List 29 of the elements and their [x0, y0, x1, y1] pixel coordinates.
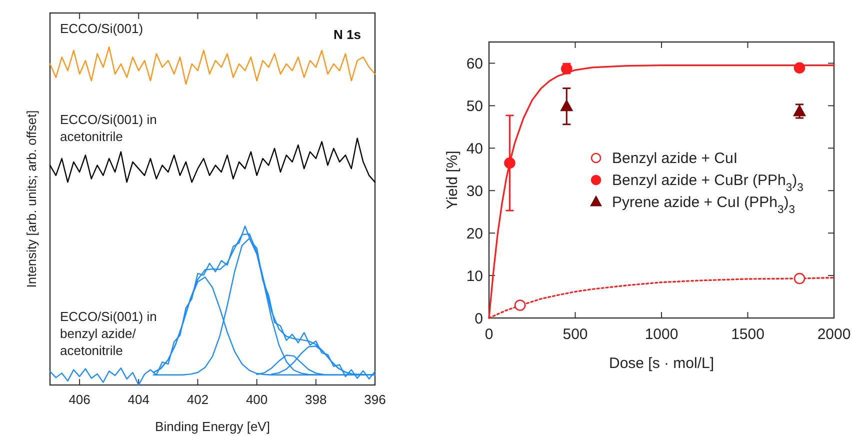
- y-tick-label: 20: [466, 225, 483, 242]
- legend-label: Pyrene azide + CuI (PPh$_{3}$)$_{3}$: [612, 194, 796, 216]
- y-tick-label: 40: [466, 140, 483, 158]
- x-tick-label: 406: [68, 392, 90, 407]
- x-tick-label: 404: [128, 392, 150, 407]
- y-axis-title: Yield [%]: [444, 150, 461, 210]
- y-tick-label: 10: [466, 268, 483, 285]
- series-label: ECCO/Si(001): [60, 21, 144, 36]
- x-tick-label: 398: [305, 392, 327, 407]
- y-tick-label: 60: [466, 55, 483, 72]
- x-tick-label: 1000: [644, 326, 678, 343]
- y-tick-label: 30: [466, 182, 483, 200]
- x-tick-label: 1500: [731, 326, 764, 343]
- x-axis-title: Dose [s · mol/L]: [608, 355, 714, 372]
- y-axis-title: Intensity [arb. units; arb. offset]: [24, 110, 39, 288]
- legend-label: Benzyl azide + CuBr (PPh$_{3}$)$_{3}$: [612, 172, 804, 194]
- series-label: ECCO/Si(001) in benzyl azide/acetonitrile: [60, 308, 157, 358]
- x-tick-label: 400: [246, 392, 268, 407]
- x-tick-label: 2000: [817, 326, 851, 343]
- x-tick-label: 402: [186, 392, 209, 407]
- x-axis-title: Binding Energy [eV]: [155, 419, 270, 434]
- legend-label: Benzyl azide + CuI: [612, 150, 738, 167]
- chart-title: N 1s: [334, 27, 361, 42]
- series-label: ECCO/Si(001) in acetonitrile: [60, 112, 157, 144]
- x-tick-label: 500: [562, 326, 588, 343]
- y-tick-label: 50: [466, 98, 483, 115]
- x-tick-label: 0: [484, 326, 494, 343]
- y-tick-label: 0: [474, 310, 483, 328]
- x-tick-label: 396: [364, 392, 386, 407]
